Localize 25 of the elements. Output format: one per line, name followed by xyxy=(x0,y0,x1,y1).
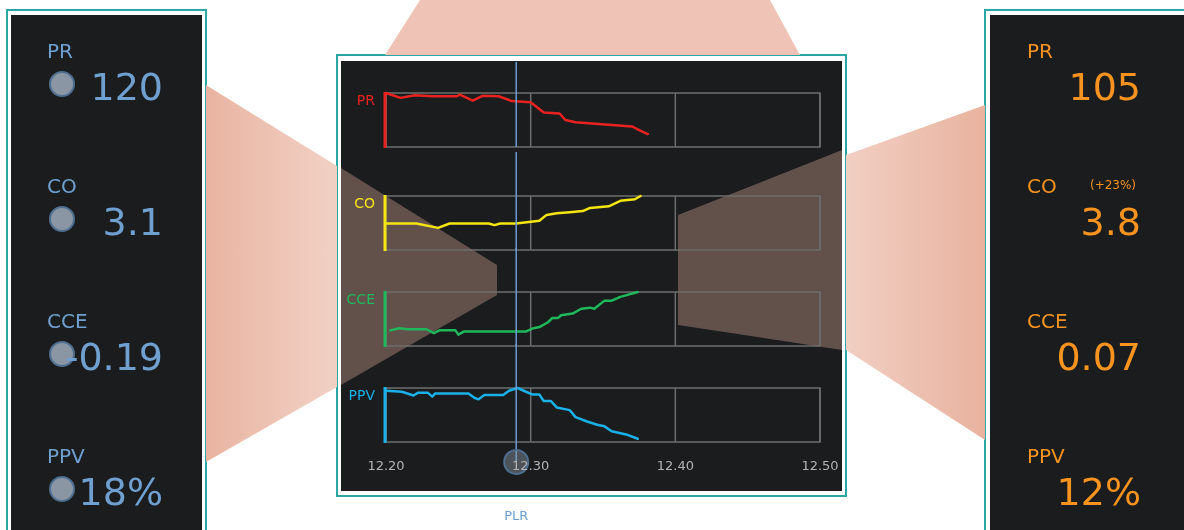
text: 18% xyxy=(78,470,163,514)
text: 0.07 xyxy=(1056,335,1141,379)
ref-line-label: PLR xyxy=(504,508,529,523)
text: PPV xyxy=(47,444,86,468)
text: 120 xyxy=(90,65,163,109)
text: PR xyxy=(47,39,74,63)
text: 3.8 xyxy=(1080,200,1141,244)
series-label: PR xyxy=(356,92,376,108)
text: CO xyxy=(47,174,77,198)
text: CO xyxy=(1027,174,1057,198)
series-label: CCE xyxy=(346,291,375,307)
text: CCE xyxy=(47,309,88,333)
series-label: CO xyxy=(354,195,375,211)
text: 12% xyxy=(1056,470,1141,514)
text: CCE xyxy=(1027,309,1068,333)
text: -0.19 xyxy=(64,335,163,379)
text: 105 xyxy=(1068,65,1141,109)
x-tick-label: 12.20 xyxy=(367,458,405,473)
text: 3.1 xyxy=(102,200,163,244)
text: (+23%) xyxy=(1089,178,1137,192)
series-label: PPV xyxy=(348,387,376,403)
x-tick-label: 12.40 xyxy=(656,458,694,473)
text: PPV xyxy=(1027,444,1066,468)
x-tick-label: 12.50 xyxy=(801,458,839,473)
text: PR xyxy=(1027,39,1054,63)
